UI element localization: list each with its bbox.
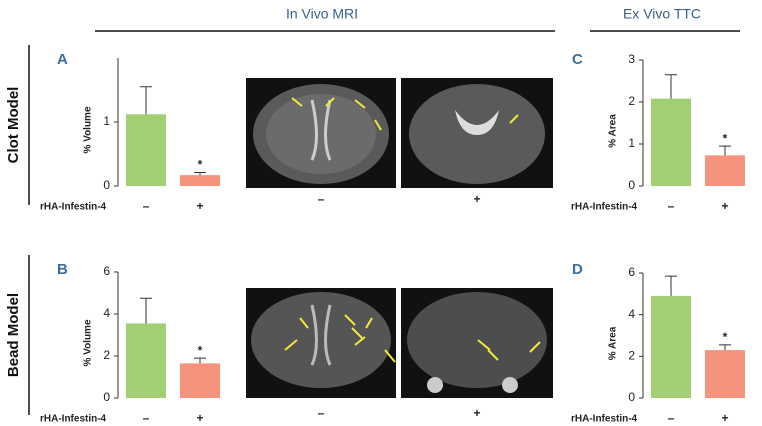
bar <box>705 350 745 398</box>
y-tick-label: 2 <box>628 349 635 363</box>
mri-images <box>246 78 553 398</box>
x-axis-label: rHA-Infestin-4 <box>571 202 638 213</box>
bar <box>705 155 745 186</box>
row-label: Bead Model <box>5 293 22 377</box>
mri-label: – <box>318 406 325 420</box>
error-bar <box>194 172 206 176</box>
y-tick-label: 4 <box>103 306 110 320</box>
bar <box>651 295 691 398</box>
y-tick-label: 1 <box>628 136 635 150</box>
y-tick-label: 2 <box>103 348 110 362</box>
row-label: Clot Model <box>5 87 22 164</box>
y-tick-label: 2 <box>628 94 635 108</box>
y-tick-label: 0 <box>103 390 110 404</box>
x-axis-label: rHA-Infestin-4 <box>571 414 638 425</box>
bar <box>126 323 166 398</box>
y-tick-label: 0 <box>628 178 635 192</box>
error-bar <box>665 74 677 99</box>
x-tick-label: – <box>668 411 675 425</box>
bar <box>651 98 691 186</box>
annotation: * <box>723 131 728 145</box>
bar <box>126 114 166 186</box>
x-tick-label: – <box>668 199 675 213</box>
y-tick-label: 1 <box>103 114 110 128</box>
annotation: * <box>723 330 728 344</box>
y-tick-label: 6 <box>103 264 110 278</box>
y-tick-label: 6 <box>628 265 635 279</box>
heading: In Vivo MRI <box>286 6 358 22</box>
y-tick-label: 3 <box>628 52 635 66</box>
x-axis-label: rHA-Infestin-4 <box>40 414 107 425</box>
x-tick-label: + <box>196 199 203 213</box>
error-bar <box>140 297 152 324</box>
error-bar <box>665 275 677 296</box>
x-tick-label: + <box>196 411 203 425</box>
mri-label: – <box>318 192 325 206</box>
mri-label: + <box>473 192 480 206</box>
annotation: * <box>198 343 203 357</box>
x-axis-label: rHA-Infestin-4 <box>40 202 107 213</box>
x-tick-label: + <box>721 199 728 213</box>
y-tick-label: 0 <box>628 390 635 404</box>
x-tick-label: – <box>143 199 150 213</box>
panel-letter: A <box>57 51 68 68</box>
bar <box>180 363 220 398</box>
y-axis-label: % Area <box>608 114 619 148</box>
annotation: * <box>198 158 203 172</box>
y-axis-label: % Volume <box>83 106 94 153</box>
mri-label: + <box>473 406 480 420</box>
x-tick-label: + <box>721 411 728 425</box>
bar <box>180 175 220 186</box>
error-bar <box>719 145 731 156</box>
y-tick-label: 4 <box>628 307 635 321</box>
error-bar <box>140 86 152 115</box>
error-bar <box>194 357 206 364</box>
panel-letter: D <box>572 261 583 278</box>
y-axis-label: % Area <box>608 326 619 360</box>
y-tick-label: 0 <box>103 178 110 192</box>
y-axis-label: % Volume <box>83 319 94 366</box>
error-bar <box>719 344 731 351</box>
panel-letter: B <box>57 261 68 278</box>
heading: Ex Vivo TTC <box>623 6 701 22</box>
panel-letter: C <box>572 51 583 68</box>
x-tick-label: – <box>143 411 150 425</box>
